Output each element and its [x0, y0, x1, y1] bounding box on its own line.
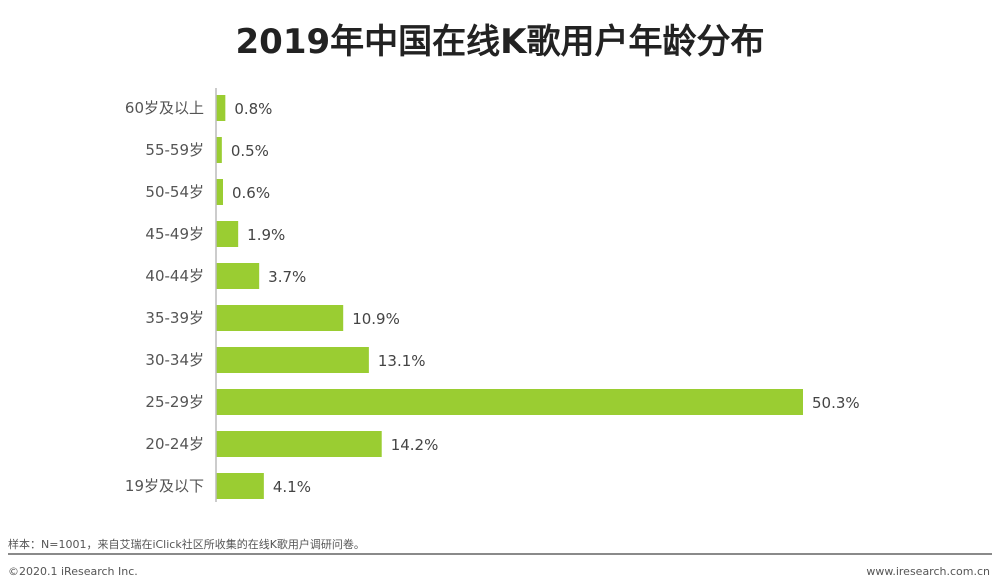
data-label: 3.7% [268, 268, 306, 286]
category-label: 40-44岁 [145, 267, 204, 285]
bar [216, 305, 344, 331]
data-label: 50.3% [812, 394, 860, 412]
bar [216, 95, 226, 121]
bar [216, 179, 224, 205]
bar [216, 473, 264, 499]
data-label: 13.1% [378, 352, 426, 370]
category-label: 25-29岁 [145, 393, 204, 411]
category-label: 19岁及以下 [125, 477, 204, 495]
data-label: 10.9% [352, 310, 400, 328]
data-label: 0.6% [232, 184, 270, 202]
website: www.iresearch.com.cn [866, 565, 990, 578]
bar [216, 389, 803, 415]
chart-title: 2019年中国在线K歌用户年龄分布 [235, 22, 765, 62]
data-label: 4.1% [273, 478, 311, 496]
category-label: 50-54岁 [145, 183, 204, 201]
footer-divider [8, 553, 992, 555]
copyright: ©2020.1 iResearch Inc. [8, 565, 138, 578]
bar [216, 347, 369, 373]
bar [216, 221, 239, 247]
category-label: 45-49岁 [145, 225, 204, 243]
sample-note: 样本：N=1001，来自艾瑞在iClick社区所收集的在线K歌用户调研问卷。 [8, 538, 365, 551]
category-label: 60岁及以上 [125, 99, 204, 117]
bar [216, 263, 260, 289]
bar-chart: 60岁及以上 0.8% 55-59岁 0.5% 50-54岁 0.6% 45-49岁 1.9%… [125, 88, 860, 502]
data-label: 14.2% [391, 436, 439, 454]
data-label: 1.9% [247, 226, 285, 244]
category-label: 55-59岁 [145, 141, 204, 159]
data-label: 0.5% [231, 142, 269, 160]
category-label: 35-39岁 [145, 309, 204, 327]
category-label: 20-24岁 [145, 435, 204, 453]
category-label: 30-34岁 [145, 351, 204, 369]
data-label: 0.8% [234, 100, 272, 118]
bar [216, 431, 382, 457]
bar [216, 137, 222, 163]
